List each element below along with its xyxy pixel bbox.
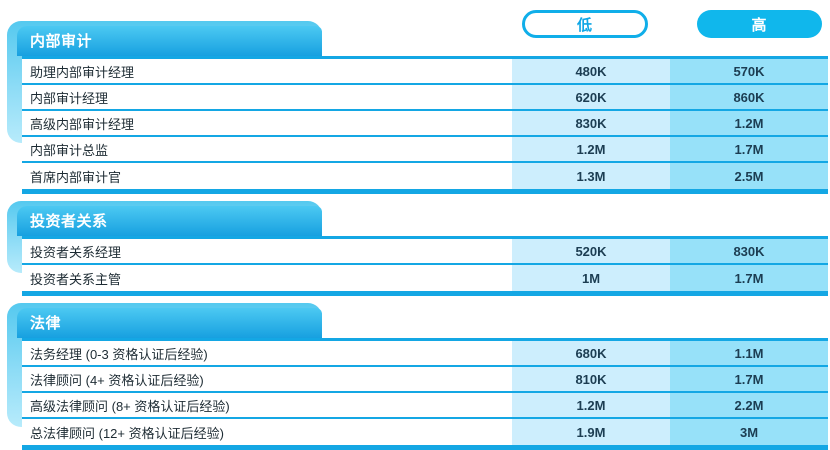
salary-high: 1.7M bbox=[670, 265, 828, 291]
section-internal-audit: 内部审计 助理内部审计经理 480K 570K 内部审计经理 620K 860K… bbox=[0, 21, 830, 194]
table-row: 内部审计总监 1.2M 1.7M bbox=[22, 137, 828, 163]
salary-low: 1.3M bbox=[512, 163, 670, 189]
column-header-low: 低 bbox=[522, 10, 648, 38]
table-row: 高级内部审计经理 830K 1.2M bbox=[22, 111, 828, 137]
job-title: 法务经理 (0-3 资格认证后经验) bbox=[22, 341, 512, 365]
salary-high: 1.7M bbox=[670, 137, 828, 161]
salary-high: 1.2M bbox=[670, 111, 828, 135]
column-header-high: 高 bbox=[697, 10, 822, 38]
salary-low: 520K bbox=[512, 239, 670, 263]
section-title: 内部审计 bbox=[17, 26, 322, 56]
salary-low: 1.9M bbox=[512, 419, 670, 445]
salary-high: 570K bbox=[670, 59, 828, 83]
job-title: 投资者关系主管 bbox=[22, 265, 512, 291]
salary-low: 620K bbox=[512, 85, 670, 109]
salary-high: 3M bbox=[670, 419, 828, 445]
job-title: 高级法律顾问 (8+ 资格认证后经验) bbox=[22, 393, 512, 417]
salary-high: 2.2M bbox=[670, 393, 828, 417]
job-title: 高级内部审计经理 bbox=[22, 111, 512, 135]
salary-table: 投资者关系经理 520K 830K 投资者关系主管 1M 1.7M bbox=[22, 236, 828, 296]
section-title: 投资者关系 bbox=[17, 206, 322, 236]
job-title: 内部审计总监 bbox=[22, 137, 512, 161]
job-title: 内部审计经理 bbox=[22, 85, 512, 109]
salary-high: 2.5M bbox=[670, 163, 828, 189]
table-row: 助理内部审计经理 480K 570K bbox=[22, 59, 828, 85]
salary-low: 1.2M bbox=[512, 137, 670, 161]
salary-low: 810K bbox=[512, 367, 670, 391]
salary-high: 830K bbox=[670, 239, 828, 263]
salary-table: 法务经理 (0-3 资格认证后经验) 680K 1.1M 法律顾问 (4+ 资格… bbox=[22, 338, 828, 450]
table-row: 投资者关系经理 520K 830K bbox=[22, 239, 828, 265]
job-title: 首席内部审计官 bbox=[22, 163, 512, 189]
salary-table: 助理内部审计经理 480K 570K 内部审计经理 620K 860K 高级内部… bbox=[22, 56, 828, 194]
table-row: 总法律顾问 (12+ 资格认证后经验) 1.9M 3M bbox=[22, 419, 828, 445]
salary-low: 1M bbox=[512, 265, 670, 291]
table-row: 内部审计经理 620K 860K bbox=[22, 85, 828, 111]
salary-high: 860K bbox=[670, 85, 828, 109]
table-row: 首席内部审计官 1.3M 2.5M bbox=[22, 163, 828, 189]
salary-low: 480K bbox=[512, 59, 670, 83]
section-investor-relations: 投资者关系 投资者关系经理 520K 830K 投资者关系主管 1M 1.7M bbox=[0, 201, 830, 298]
salary-low: 830K bbox=[512, 111, 670, 135]
salary-low: 1.2M bbox=[512, 393, 670, 417]
table-row: 法律顾问 (4+ 资格认证后经验) 810K 1.7M bbox=[22, 367, 828, 393]
table-row: 投资者关系主管 1M 1.7M bbox=[22, 265, 828, 291]
section-title: 法律 bbox=[17, 308, 322, 338]
table-row: 法务经理 (0-3 资格认证后经验) 680K 1.1M bbox=[22, 341, 828, 367]
job-title: 助理内部审计经理 bbox=[22, 59, 512, 83]
job-title: 投资者关系经理 bbox=[22, 239, 512, 263]
salary-high: 1.1M bbox=[670, 341, 828, 365]
salary-low: 680K bbox=[512, 341, 670, 365]
salary-high: 1.7M bbox=[670, 367, 828, 391]
section-legal: 法律 法务经理 (0-3 资格认证后经验) 680K 1.1M 法律顾问 (4+… bbox=[0, 303, 830, 450]
job-title: 法律顾问 (4+ 资格认证后经验) bbox=[22, 367, 512, 391]
table-row: 高级法律顾问 (8+ 资格认证后经验) 1.2M 2.2M bbox=[22, 393, 828, 419]
job-title: 总法律顾问 (12+ 资格认证后经验) bbox=[22, 419, 512, 445]
